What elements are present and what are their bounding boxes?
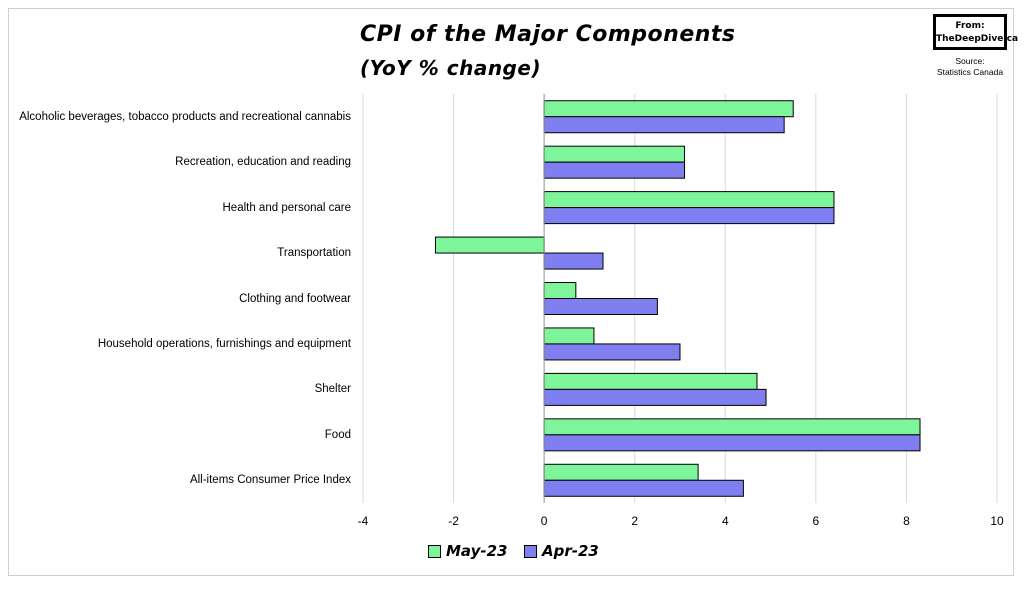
x-tick-label: 8: [903, 514, 910, 528]
legend-label-may: May-23: [446, 542, 508, 560]
legend-swatch-may: [428, 544, 441, 558]
bar-apr: [543, 252, 604, 270]
category-label: Food: [324, 428, 351, 441]
source-label: Source:: [955, 56, 985, 66]
category-label: Household operations, furnishings and eq…: [97, 337, 351, 350]
chart-title: CPI of the Major Components: [360, 22, 736, 47]
bar-may: [543, 372, 758, 390]
bar-may: [543, 282, 577, 299]
bar-may: [543, 145, 686, 163]
chart-frame: [8, 8, 1014, 576]
bar-apr: [543, 207, 835, 225]
bar-apr: [543, 388, 767, 406]
bar-apr: [543, 161, 686, 179]
legend-label-apr: Apr-23: [542, 542, 599, 560]
bar-apr: [543, 479, 744, 497]
x-tick-label: -2: [448, 514, 459, 528]
bar-apr: [543, 116, 785, 134]
x-tick-label: 0: [540, 514, 548, 528]
category-label: Recreation, education and reading: [175, 156, 351, 169]
category-label: All-items Consumer Price Index: [189, 474, 351, 487]
legend-swatch-apr: [524, 544, 537, 558]
category-label: Clothing and footwear: [239, 292, 351, 305]
legend-item-may: May-23: [428, 541, 507, 561]
x-tick-label: 4: [721, 514, 729, 528]
legend-item-apr: Apr-23: [524, 541, 599, 561]
x-tick-label: 6: [812, 514, 820, 528]
category-label: Health and personal care: [222, 201, 352, 214]
bar-may: [543, 418, 921, 436]
bar-may: [434, 236, 545, 254]
bar-apr: [543, 343, 681, 361]
x-tick-label: 10: [990, 514, 1004, 528]
bar-may: [543, 191, 835, 209]
source-note: Source: Statistics Canada: [925, 56, 1015, 78]
bar-may: [543, 463, 699, 481]
category-label: Shelter: [314, 383, 351, 396]
bar-may: [543, 100, 794, 118]
bar-apr: [543, 298, 658, 315]
brand-badge: From: TheDeepDive.ca: [933, 14, 1019, 50]
chart-subtitle: (YoY % change): [360, 56, 542, 80]
bar-apr: [543, 434, 921, 452]
x-tick-label: 2: [631, 514, 639, 528]
brand-site: TheDeepDive.ca: [936, 34, 1019, 44]
category-label: Transportation: [277, 247, 351, 260]
brand-from-label: From:: [955, 21, 985, 31]
source-name: Statistics Canada: [936, 67, 1004, 77]
x-tick-label: -4: [357, 514, 369, 528]
category-label: Alcoholic beverages, tobacco products an…: [19, 110, 351, 123]
bar-may: [543, 327, 595, 345]
